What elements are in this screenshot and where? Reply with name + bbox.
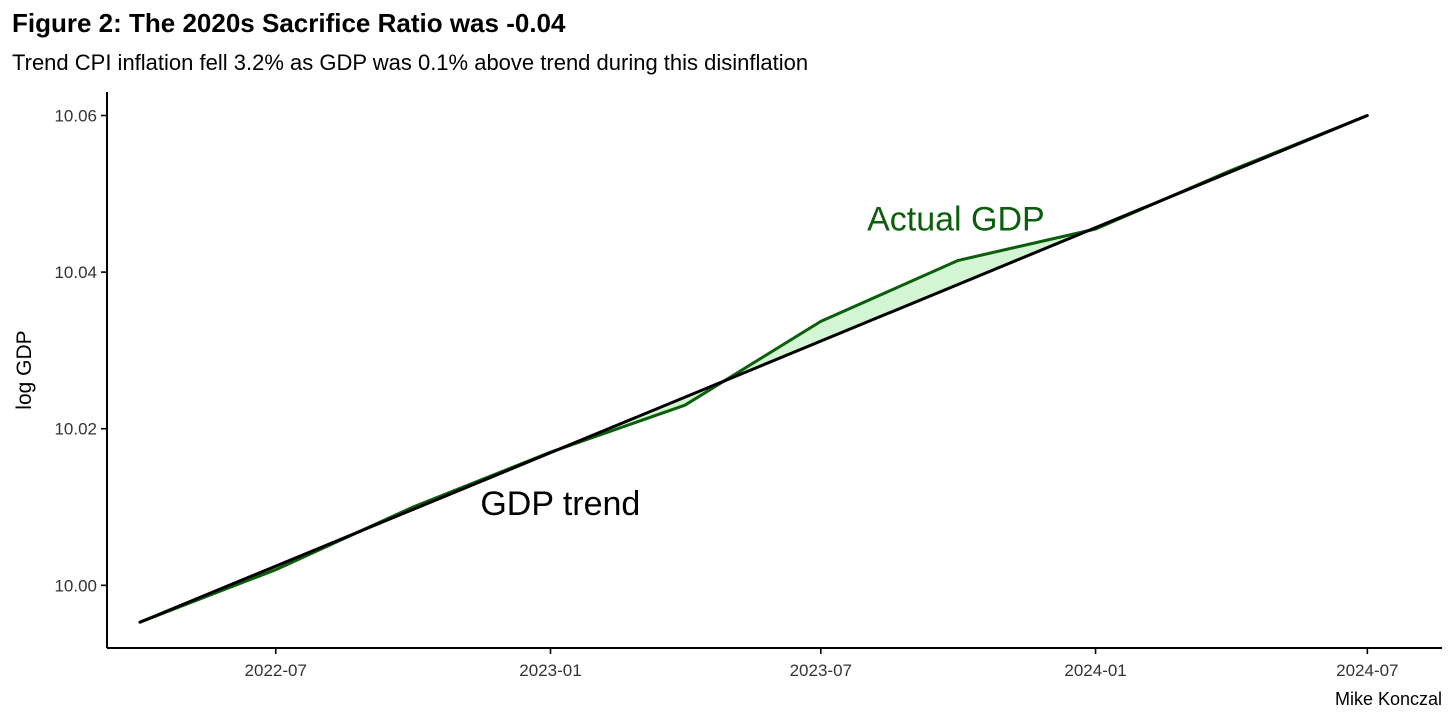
series-layer [138, 114, 1369, 624]
y-tick-label: 10.06 [54, 106, 97, 125]
x-tick-label: 2023-07 [790, 661, 852, 680]
y-tick-label: 10.02 [54, 420, 97, 439]
axes-layer: 10.00 10.02 10.04 10.06 2022-07 2023-01 2023-0… [13, 92, 1442, 680]
y-tick-label: 10.00 [54, 576, 97, 595]
annotation-gdp-trend: GDP trend [480, 485, 640, 523]
author-caption: Mike Konczal [1334, 689, 1442, 709]
y-axis-label: log GDP [13, 330, 36, 409]
annotation-actual-gdp: Actual GDP [867, 201, 1045, 239]
chart-title: Figure 2: The 2020s Sacrifice Ratio was … [12, 8, 566, 38]
x-tick-label: 2024-07 [1336, 661, 1398, 680]
annotation-layer: Actual GDP GDP trend [480, 201, 1044, 523]
y-tick-label: 10.04 [54, 263, 97, 282]
gdp-trend-line [138, 114, 1369, 624]
chart-subtitle: Trend CPI inflation fell 3.2% as GDP was… [12, 50, 809, 75]
x-tick-label: 2024-01 [1064, 661, 1126, 680]
x-tick-label: 2022-07 [245, 661, 307, 680]
x-tick-label: 2023-01 [519, 661, 581, 680]
